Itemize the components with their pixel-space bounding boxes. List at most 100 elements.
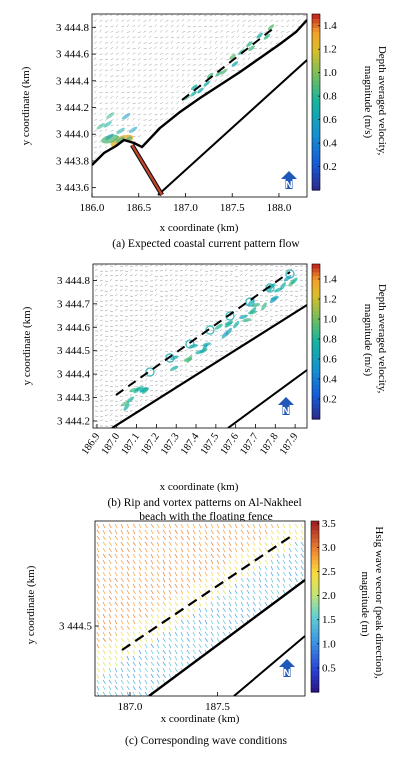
velocity-vector [214, 40, 218, 44]
wave-vector [198, 529, 202, 535]
velocity-vector [214, 79, 218, 83]
velocity-vector [286, 19, 290, 22]
velocity-vector [119, 360, 123, 362]
wave-vector [222, 613, 226, 619]
velocity-vector [124, 414, 128, 417]
wave-vector [120, 589, 124, 595]
velocity-vector [179, 339, 183, 342]
velocity-vector [148, 84, 152, 88]
velocity-vector [159, 14, 164, 17]
wave-vector [198, 547, 202, 552]
wave-vector [294, 565, 298, 571]
panel-b-x-axis-label: x coordinate (km) [160, 481, 239, 493]
wave-vector [258, 535, 262, 541]
velocity-vector [154, 380, 158, 383]
velocity-vector [124, 364, 128, 367]
wave-vector [270, 565, 274, 571]
velocity-vector [220, 14, 224, 17]
velocity-vector [204, 334, 208, 337]
panel-a-groyne [130, 143, 164, 197]
velocity-vector [154, 358, 158, 362]
velocity-vector [109, 418, 113, 422]
colorbar-segment [312, 399, 320, 405]
wave-vector [132, 523, 137, 528]
wave-vector [144, 625, 148, 631]
velocity-vector [164, 384, 168, 387]
wave-vector [168, 547, 172, 552]
velocity-vector [121, 62, 124, 66]
wave-vector [138, 523, 142, 529]
colorbar-segment [312, 163, 320, 169]
velocity-vector [93, 47, 97, 50]
wave-vector [240, 571, 244, 577]
velocity-vector [104, 409, 108, 412]
wave-vector [216, 571, 220, 576]
velocity-vector [184, 295, 188, 297]
velocity-vector [114, 288, 118, 292]
velocity-vector [302, 19, 306, 22]
velocity-vector [165, 79, 169, 83]
velocity-vector [275, 36, 279, 39]
colorbar-segment [312, 360, 320, 366]
wave-vector [264, 523, 268, 529]
velocity-vector [94, 379, 98, 382]
wave-vector [276, 565, 280, 571]
wave-vector [138, 553, 142, 559]
velocity-vector [149, 334, 153, 337]
velocity-vector [104, 118, 108, 121]
velocity-vector [114, 400, 118, 403]
velocity-vector [137, 97, 142, 99]
velocity-vector [176, 106, 179, 110]
velocity-vector [209, 63, 213, 66]
velocity-vector [209, 343, 213, 347]
wave-vector [156, 583, 160, 589]
velocity-vector [154, 113, 158, 116]
wave-vector [114, 523, 118, 529]
velocity-vector [203, 19, 207, 22]
wave-vector [288, 529, 292, 535]
wave-vector [126, 691, 130, 696]
wave-vector [252, 547, 256, 552]
panel-c-floating-fence-line [121, 536, 291, 651]
velocity-vector [93, 24, 97, 28]
velocity-vector [159, 335, 163, 337]
wave-vector [150, 535, 154, 541]
wave-vector [180, 535, 184, 541]
wave-vector [210, 559, 214, 565]
velocity-vector [104, 62, 108, 66]
velocity-vector [274, 269, 278, 272]
velocity-vector [225, 74, 229, 77]
velocity-streak [248, 45, 255, 52]
velocity-vector [104, 335, 108, 337]
velocity-vector [192, 25, 197, 28]
velocity-vector [99, 86, 103, 88]
velocity-vector [291, 24, 295, 28]
velocity-vector [169, 314, 173, 317]
wave-vector [252, 559, 256, 565]
velocity-vector [284, 269, 288, 272]
velocity-streak [128, 126, 138, 134]
velocity-vector [236, 70, 241, 72]
y-tick-label: 3 444.3 [57, 392, 91, 404]
velocity-vector [165, 74, 169, 77]
velocity-vector [229, 285, 233, 287]
velocity-vector [124, 278, 128, 282]
velocity-vector [247, 57, 250, 61]
velocity-vector [279, 309, 283, 312]
velocity-vector [181, 101, 185, 105]
wave-vector [144, 673, 148, 679]
colorbar-segment [312, 115, 320, 121]
velocity-vector [115, 91, 119, 94]
velocity-vector [121, 19, 125, 22]
colorbar-tick-label: 1.2 [323, 294, 337, 306]
colorbar-segment [312, 376, 320, 381]
velocity-vector [159, 30, 163, 33]
velocity-vector [164, 308, 168, 312]
velocity-vector [143, 92, 147, 94]
velocity-streak [238, 49, 245, 55]
velocity-vector [104, 31, 109, 33]
velocity-vector [148, 112, 152, 116]
velocity-vector [192, 47, 196, 50]
velocity-vector [129, 374, 133, 377]
wave-vector [108, 601, 112, 606]
